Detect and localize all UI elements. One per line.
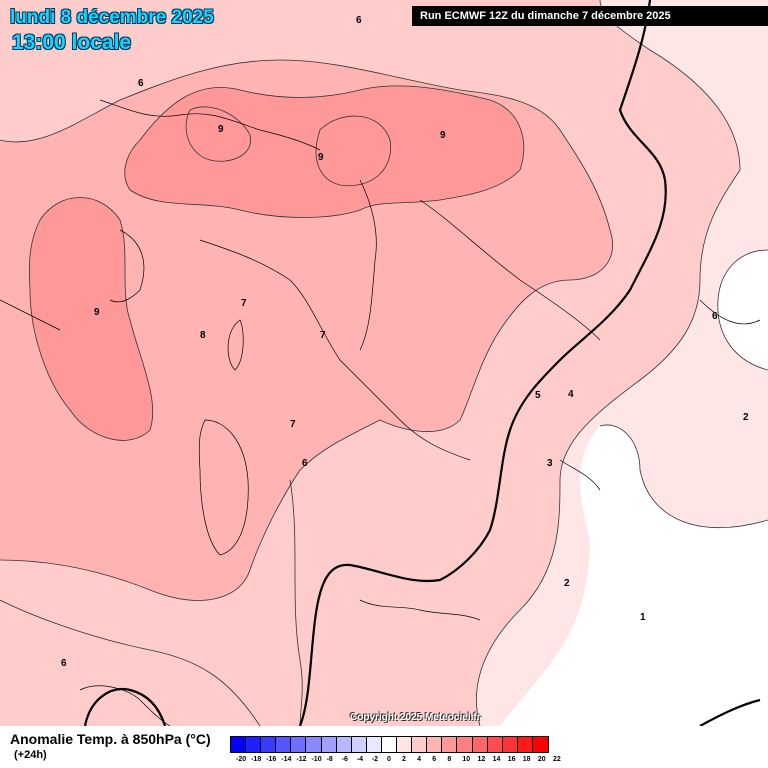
legend-tick-label: -20 [236,756,247,763]
anomaly-zone-8-10-north [124,85,524,218]
legend-color-cell [321,737,337,752]
contour-lines [0,0,768,726]
legend-color-cell [306,737,322,752]
color-scale-ticks: -20 -18 -16 -14 -12 -10 -8 -6 -4 -2 0 2 4 6 8 10 12 14 16 1… [236,756,568,763]
legend-color-cell [472,737,488,752]
zero-line [83,0,761,726]
contour-label: 7 [320,330,326,341]
legend-tick-label: -10 [311,756,322,763]
contour-label: 3 [547,458,553,469]
legend-subtitle: (+24h) [14,749,47,761]
contour-label: 9 [94,307,100,318]
anomaly-zone-8-10-west [29,197,153,441]
contour-label: 7 [241,298,247,309]
legend-tick-label: 10 [462,756,471,763]
legend-tick-label: -18 [251,756,262,763]
legend-color-cell [231,737,247,752]
legend-tick-label: 16 [507,756,516,763]
temperature-anomaly-map: 6 6 9 9 9 9 7 8 7 7 6 5 4 3 2 2 1 6 6 [0,0,768,726]
legend-tick-label: 4 [417,756,422,763]
legend-tick-label: 22 [552,756,561,763]
legend-tick-label: 2 [402,756,406,763]
model-run-info: Run ECMWF 12Z du dimanche 7 décembre 202… [412,6,768,26]
legend-tick-label: 8 [447,756,452,763]
legend-tick-label: -14 [281,756,292,763]
legend-color-cell [532,737,548,752]
forecast-date: lundi 8 décembre 2025 [10,7,214,28]
contour-label: 9 [218,124,224,135]
legend-color-cell [381,737,398,752]
legend-tick-label: 14 [492,756,501,763]
contour-label: 2 [743,412,749,423]
anomaly-zone-0-2-east [717,250,768,370]
contour-label: 2 [564,578,570,589]
legend-tick-label: -4 [356,756,363,763]
legend-color-cell [457,737,473,752]
legend-color-cell [502,737,518,752]
contour-label: 7 [290,419,296,430]
legend-color-cell [427,737,443,752]
legend-color-cell [517,737,533,752]
contour-label: 4 [568,389,574,400]
anomaly-zone-0-2 [500,424,768,726]
contour-label: 6 [712,311,718,322]
contour-label: 8 [200,330,206,341]
legend-tick-label: 6 [432,756,437,763]
legend-title: Anomalie Temp. à 850hPa (°C) [10,731,211,747]
legend-tick-label: 0 [386,756,391,763]
legend-color-cell [487,737,503,752]
legend-color-cell [442,737,458,752]
copyright: Copyright 2025 Meteociel.fr [350,712,481,723]
legend-color-cell [397,737,413,752]
contour-label: 1 [640,612,646,623]
legend-tick-label: -6 [341,756,348,763]
coastlines [0,99,761,726]
contour-label: 6 [138,78,144,89]
legend-tick-label: 12 [477,756,486,763]
legend-tick-label: -8 [326,756,333,763]
legend-color-cell [261,737,277,752]
color-scale [230,736,549,753]
legend-color-cell [336,737,352,752]
contour-label: 6 [302,458,308,469]
legend-tick-label: 18 [522,756,531,763]
contour-label: 6 [61,658,67,669]
contour-label: 9 [318,152,324,163]
legend-tick-label: 20 [537,756,546,763]
legend-color-cell [366,737,382,752]
contour-label: 5 [535,390,541,401]
legend-color-cell [351,737,367,752]
forecast-time: 13:00 locale [12,31,132,54]
legend-tick-label: -16 [266,756,277,763]
legend-color-cell [291,737,307,752]
legend-color-cell [276,737,292,752]
legend-tick-label: -2 [371,756,379,763]
contour-label: 9 [440,130,446,141]
contour-label: 6 [356,15,362,26]
legend-color-cell [246,737,262,752]
legend-color-cell [412,737,428,752]
legend-tick-label: -12 [296,756,307,763]
